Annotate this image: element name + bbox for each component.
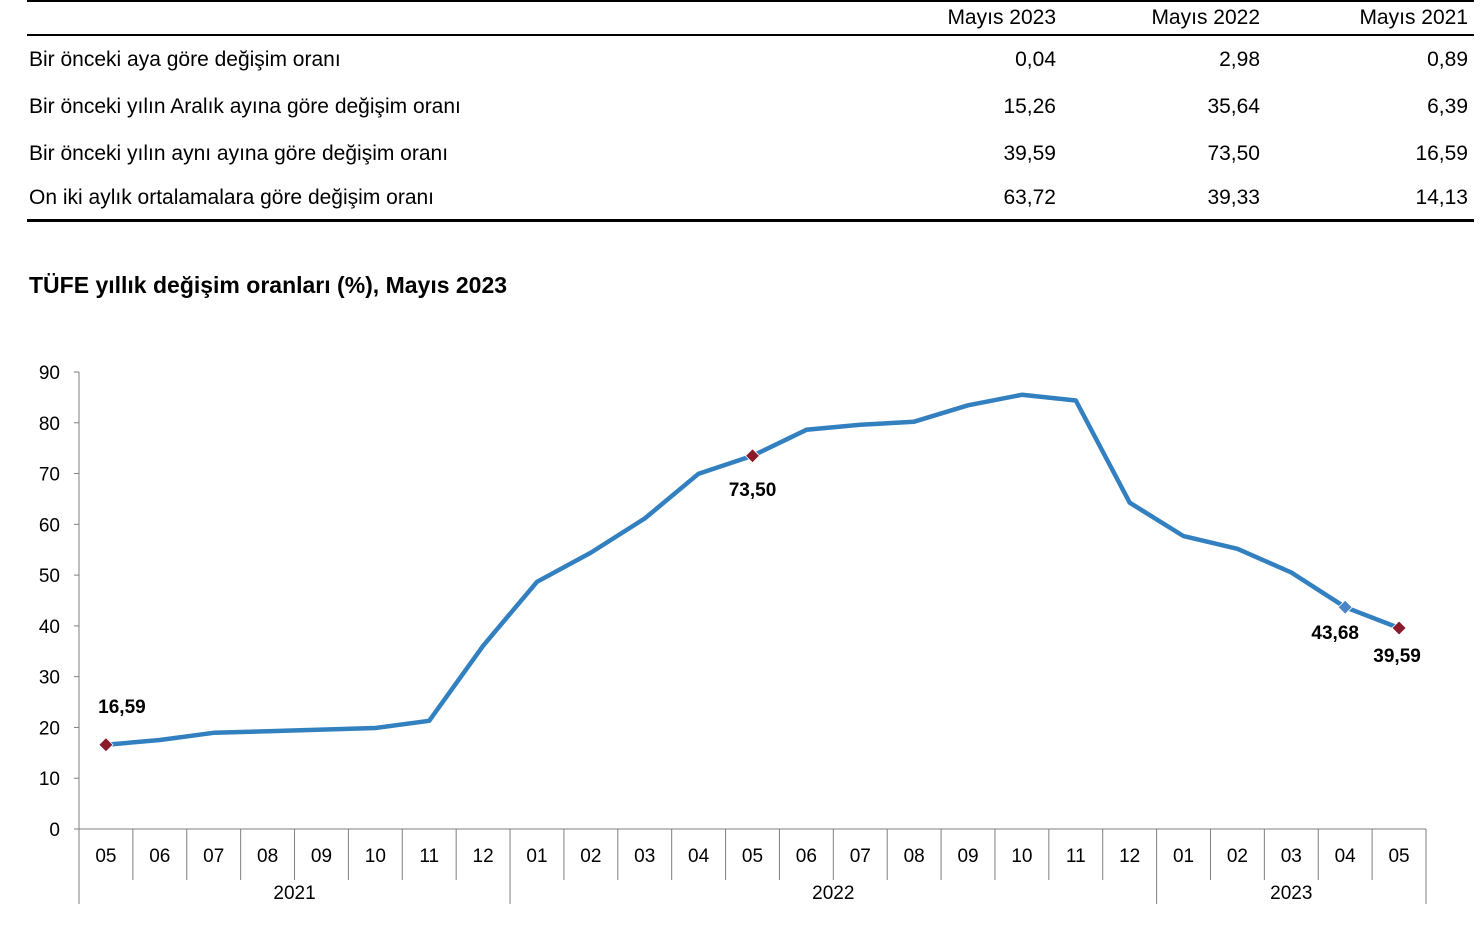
table-cell: 2,98 [1219,47,1260,71]
table-cell: 15,26 [1003,94,1056,118]
x-tick-label: 07 [203,846,224,867]
table-row: On iki aylık ortalamalara göre değişim o… [27,177,1474,221]
x-year-label: 2021 [273,883,315,904]
y-tick-label: 30 [39,668,60,689]
x-tick-label: 08 [904,846,925,867]
x-tick-label: 03 [634,846,655,867]
data-label: 39,59 [1373,646,1421,667]
x-tick-label: 01 [526,846,547,867]
data-label: 16,59 [98,697,146,718]
table-header-cell: Mayıs 2022 [1151,6,1260,29]
y-tick-label: 80 [39,414,60,435]
x-year-label: 2022 [812,883,854,904]
x-tick-label: 09 [311,846,332,867]
x-tick-label: 08 [257,846,278,867]
table-cell: 0,04 [1015,47,1056,71]
data-point-marker [1337,599,1353,615]
x-tick-label: 12 [473,846,494,867]
data-point-marker [744,448,761,464]
table-cell: 73,50 [1207,141,1260,165]
row-label: Bir önceki yılın aynı ayına göre değişim… [29,141,449,165]
table-cell: 0,89 [1427,47,1468,71]
table-cell: 16,59 [1415,141,1468,165]
table-row: Bir önceki aya göre değişim oranı 0,04 2… [27,35,1474,83]
y-tick-label: 60 [39,515,60,536]
x-tick-label: 05 [1388,846,1409,867]
y-tick-label: 90 [39,363,60,384]
table-cell: 39,59 [1003,141,1056,165]
table-cell: 35,64 [1207,94,1260,118]
x-tick-label: 04 [688,846,710,867]
table-cell: 39,33 [1207,186,1260,209]
table-header-cell: Mayıs 2021 [1359,6,1468,29]
row-label: On iki aylık ortalamalara göre değişim o… [29,186,435,209]
y-tick-label: 20 [39,718,60,739]
table-row: Bir önceki yılın Aralık ayına göre değiş… [27,83,1474,130]
x-tick-label: 12 [1119,846,1140,867]
y-tick-label: 0 [49,820,60,841]
data-label: 43,68 [1311,623,1359,644]
data-label: 73,50 [729,480,777,501]
table-header-cell: Mayıs 2023 [947,6,1056,29]
x-tick-label: 05 [742,846,763,867]
x-tick-label: 10 [365,846,386,867]
y-tick-label: 40 [39,617,60,638]
data-point-marker [98,737,114,753]
table-row: Bir önceki yılın aynı ayına göre değişim… [27,130,1474,177]
x-tick-label: 10 [1011,846,1032,867]
x-tick-label: 09 [957,846,978,867]
x-tick-label: 04 [1335,846,1357,867]
x-tick-label: 03 [1281,846,1302,867]
table-cell: 6,39 [1427,94,1468,118]
x-tick-label: 06 [149,846,170,867]
chart-series [103,392,1402,748]
table-cell: 63,72 [1003,186,1056,209]
x-tick-label: 11 [1066,846,1086,867]
data-point-marker [1391,620,1407,636]
series-line [103,392,1402,748]
y-tick-label: 50 [39,566,60,587]
inflation-summary-table: Mayıs 2023 Mayıs 2022 Mayıs 2021 Bir önc… [27,0,1474,222]
x-tick-label: 02 [580,846,601,867]
y-tick-label: 70 [39,465,60,486]
x-tick-label: 05 [95,846,116,867]
x-tick-label: 11 [419,846,439,867]
y-tick-label: 10 [39,769,60,790]
x-tick-label: 06 [796,846,817,867]
table-cell: 14,13 [1415,186,1468,209]
x-tick-label: 02 [1227,846,1248,867]
x-tick-label: 07 [850,846,871,867]
x-tick-label: 01 [1173,846,1194,867]
row-label: Bir önceki aya göre değişim oranı [29,47,341,71]
chart-title: TÜFE yıllık değişim oranları (%), Mayıs … [29,272,508,298]
row-label: Bir önceki yılın Aralık ayına göre değiş… [29,94,461,118]
table-header-row: Mayıs 2023 Mayıs 2022 Mayıs 2021 [27,1,1474,35]
x-year-label: 2023 [1270,883,1312,904]
chart-markers: 16,59 73,50 43,68 39,59 [98,448,1421,753]
